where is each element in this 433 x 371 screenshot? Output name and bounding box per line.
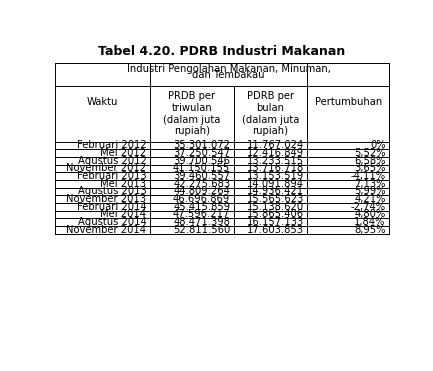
Text: November 2013: November 2013	[66, 194, 146, 204]
Text: -2,74%: -2,74%	[351, 202, 386, 212]
Text: 35.301.072: 35.301.072	[173, 141, 230, 151]
Text: Februari 2014: Februari 2014	[77, 202, 146, 212]
Text: 44.809.264: 44.809.264	[174, 186, 230, 196]
Text: Februari 2012: Februari 2012	[77, 141, 146, 151]
Text: 7,13%: 7,13%	[354, 179, 386, 189]
Text: 39.460.557: 39.460.557	[173, 171, 230, 181]
Text: November 2014: November 2014	[66, 225, 146, 235]
Text: 45.415.859: 45.415.859	[173, 202, 230, 212]
Text: 13.233.515: 13.233.515	[247, 156, 304, 166]
Text: Mei 2012: Mei 2012	[100, 148, 146, 158]
Text: Agustus 2014: Agustus 2014	[78, 217, 146, 227]
Text: 1,84%: 1,84%	[354, 217, 386, 227]
Text: Agustus 2012: Agustus 2012	[78, 156, 146, 166]
Text: 6,58%: 6,58%	[354, 156, 386, 166]
Text: -4,11%: -4,11%	[351, 171, 386, 181]
Text: 48.471.398: 48.471.398	[174, 217, 230, 227]
Text: PDRB per
bulan
(dalam juta
rupiah): PDRB per bulan (dalam juta rupiah)	[242, 91, 299, 136]
Text: 14.091.894: 14.091.894	[247, 179, 304, 189]
Text: Tabel 4.20. PDRB Industri Makanan: Tabel 4.20. PDRB Industri Makanan	[98, 45, 346, 58]
Text: 15.565.623: 15.565.623	[247, 194, 304, 204]
Text: 14.936.421: 14.936.421	[247, 186, 304, 196]
Text: 13.716.718: 13.716.718	[247, 164, 304, 174]
Text: Pertumbuhan: Pertumbuhan	[315, 97, 382, 107]
Text: Mei 2014: Mei 2014	[100, 209, 146, 219]
Text: November 2012: November 2012	[66, 164, 146, 174]
Text: dan Tembakau: dan Tembakau	[192, 70, 265, 80]
Text: Mei 2013: Mei 2013	[100, 179, 146, 189]
Text: 13.153.519: 13.153.519	[247, 171, 304, 181]
Text: 5,52%: 5,52%	[354, 148, 386, 158]
Text: 12.416.849: 12.416.849	[247, 148, 304, 158]
Text: 17.603.853: 17.603.853	[247, 225, 304, 235]
Text: 8,95%: 8,95%	[354, 225, 386, 235]
Text: 11.767.024: 11.767.024	[247, 141, 304, 151]
Text: Februari 2013: Februari 2013	[77, 171, 146, 181]
Text: 39.700.546: 39.700.546	[173, 156, 230, 166]
Text: 15.138.620: 15.138.620	[247, 202, 304, 212]
Text: 5,99%: 5,99%	[354, 186, 386, 196]
Text: Waktu: Waktu	[87, 97, 118, 107]
Text: 4,21%: 4,21%	[354, 194, 386, 204]
Text: 15.865.406: 15.865.406	[247, 209, 304, 219]
Text: Agustus 2013: Agustus 2013	[78, 186, 146, 196]
Text: PRDB per
triwulan
(dalam juta
rupiah): PRDB per triwulan (dalam juta rupiah)	[163, 91, 220, 136]
Text: 47.596.217: 47.596.217	[173, 209, 230, 219]
Text: 0%: 0%	[370, 141, 386, 151]
Text: 16.157.133: 16.157.133	[247, 217, 304, 227]
Text: 52.811.560: 52.811.560	[173, 225, 230, 235]
Text: 4,80%: 4,80%	[355, 209, 386, 219]
Text: 37.250.547: 37.250.547	[173, 148, 230, 158]
Text: 41.150.155: 41.150.155	[173, 164, 230, 174]
Text: 42.275.683: 42.275.683	[173, 179, 230, 189]
Text: 46.696.869: 46.696.869	[173, 194, 230, 204]
Text: Industri Pengolahan Makanan, Minuman,: Industri Pengolahan Makanan, Minuman,	[127, 64, 330, 74]
Text: 3,65%: 3,65%	[354, 164, 386, 174]
